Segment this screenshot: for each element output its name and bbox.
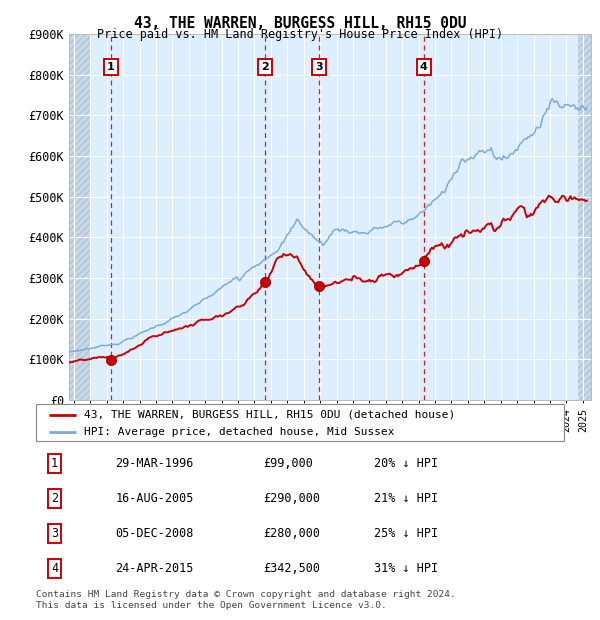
Text: 4: 4	[51, 562, 58, 575]
Text: 2: 2	[51, 492, 58, 505]
Text: £99,000: £99,000	[263, 458, 313, 471]
Text: 16-AUG-2005: 16-AUG-2005	[115, 492, 194, 505]
Text: 24-APR-2015: 24-APR-2015	[115, 562, 194, 575]
Bar	[69, 34, 91, 400]
Text: 1: 1	[107, 61, 115, 72]
Text: Price paid vs. HM Land Registry's House Price Index (HPI): Price paid vs. HM Land Registry's House …	[97, 28, 503, 41]
Text: 43, THE WARREN, BURGESS HILL, RH15 0DU: 43, THE WARREN, BURGESS HILL, RH15 0DU	[134, 16, 466, 30]
Text: 43, THE WARREN, BURGESS HILL, RH15 0DU (detached house): 43, THE WARREN, BURGESS HILL, RH15 0DU (…	[83, 410, 455, 420]
Text: 31% ↓ HPI: 31% ↓ HPI	[374, 562, 438, 575]
Text: 4: 4	[420, 61, 428, 72]
Text: HPI: Average price, detached house, Mid Sussex: HPI: Average price, detached house, Mid …	[83, 427, 394, 437]
Text: Contains HM Land Registry data © Crown copyright and database right 2024.
This d: Contains HM Land Registry data © Crown c…	[36, 590, 456, 609]
Point	[106, 355, 115, 365]
Text: 1: 1	[51, 458, 58, 471]
Text: 2: 2	[261, 61, 269, 72]
Text: 3: 3	[315, 61, 323, 72]
Text: £280,000: £280,000	[263, 527, 320, 540]
Text: £342,500: £342,500	[263, 562, 320, 575]
Text: 05-DEC-2008: 05-DEC-2008	[115, 527, 194, 540]
Text: 29-MAR-1996: 29-MAR-1996	[115, 458, 194, 471]
Point	[260, 277, 269, 287]
Bar	[578, 34, 591, 400]
FancyBboxPatch shape	[36, 404, 564, 441]
Text: 21% ↓ HPI: 21% ↓ HPI	[374, 492, 438, 505]
Text: 20% ↓ HPI: 20% ↓ HPI	[374, 458, 438, 471]
Text: £290,000: £290,000	[263, 492, 320, 505]
Text: 3: 3	[51, 527, 58, 540]
Text: 25% ↓ HPI: 25% ↓ HPI	[374, 527, 438, 540]
Point	[314, 281, 324, 291]
Point	[419, 255, 428, 265]
